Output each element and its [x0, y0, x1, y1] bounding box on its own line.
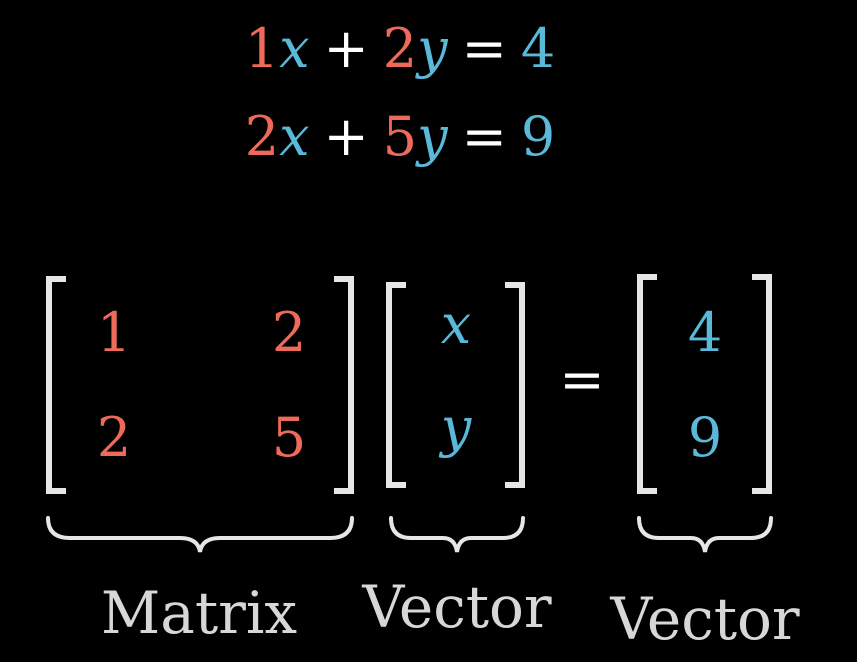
- vector-vars-right-bracket: [505, 282, 525, 488]
- equation-1-var-y: y: [417, 17, 448, 80]
- matrix-left-bracket: [46, 276, 66, 494]
- equation-2-coef-a: 2: [244, 105, 280, 168]
- vector-rhs-top: 4: [687, 301, 723, 364]
- equation-line-2: 2x +5y = 9: [0, 110, 800, 164]
- vector-vars-left-bracket: [386, 282, 406, 488]
- vector-var-x: x: [440, 293, 472, 356]
- vector-vars-label: Vector: [362, 573, 552, 641]
- equation-2-var-y: y: [417, 105, 448, 168]
- equals-sign: =: [559, 348, 605, 411]
- equation-1-equals: =: [461, 17, 507, 80]
- equation-2-equals: =: [461, 105, 507, 168]
- vector-rhs-left-bracket: [637, 274, 657, 494]
- equation-2-rhs: 9: [520, 105, 556, 168]
- vector-rhs-label: Vector: [610, 585, 800, 653]
- matrix-cell-r2c1: 2: [96, 406, 132, 469]
- matrix-cell-r2c2: 5: [271, 406, 307, 469]
- equation-line-1: 1x +2y = 4: [0, 22, 800, 76]
- matrix-cell-r1c2: 2: [271, 301, 307, 364]
- matrix-label: Matrix: [100, 579, 298, 647]
- vector-vars-underbrace: [389, 516, 525, 553]
- equation-2-plus: +: [323, 105, 369, 168]
- equation-1-coef-b: 2: [382, 17, 418, 80]
- vector-rhs-right-bracket: [752, 274, 772, 494]
- equation-1-plus: +: [323, 17, 369, 80]
- equation-1-rhs: 4: [520, 17, 556, 80]
- vector-rhs-underbrace: [637, 516, 773, 553]
- equation-2-var-x: x: [279, 105, 310, 168]
- equation-1-var-x: x: [279, 17, 310, 80]
- vector-rhs-bottom: 9: [687, 406, 723, 469]
- matrix-underbrace: [46, 516, 354, 553]
- equation-1-coef-a: 1: [244, 17, 280, 80]
- matrix-right-bracket: [334, 276, 354, 494]
- matrix-cell-r1c1: 1: [96, 301, 132, 364]
- equation-2-coef-b: 5: [382, 105, 418, 168]
- vector-var-y: y: [440, 396, 472, 459]
